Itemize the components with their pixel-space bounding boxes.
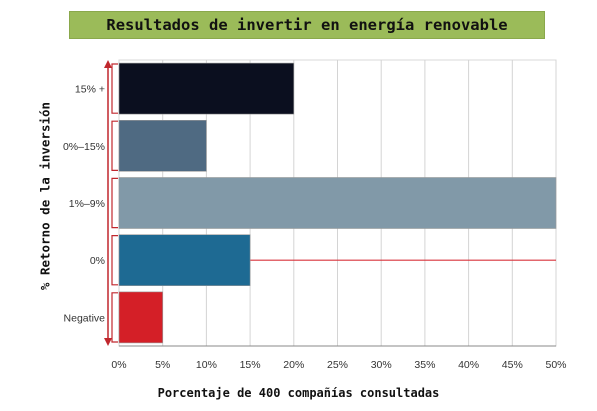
y-tick-label: 0%–15%: [63, 141, 105, 153]
chart-title: Resultados de invertir en energía renova…: [69, 11, 545, 39]
category-bracket: [111, 120, 118, 171]
x-tick-label: 40%: [458, 359, 479, 371]
y-tick-label: Negative: [64, 312, 106, 324]
down-arrow-icon: [104, 338, 112, 346]
y-tick-label: 15% +: [75, 84, 105, 96]
category-bracket: [111, 177, 118, 229]
x-tick-label: 25%: [327, 359, 348, 371]
x-tick-label: 30%: [371, 359, 392, 371]
x-tick-label: 5%: [155, 359, 170, 371]
bar-3: [118, 234, 251, 286]
bar-4: [118, 291, 164, 344]
bar-1: [118, 120, 207, 172]
category-bracket: [111, 292, 118, 343]
x-tick-label: 15%: [240, 359, 261, 371]
category-bracket: [111, 235, 118, 286]
x-tick-label: 20%: [283, 359, 304, 371]
y-tick-label: 0%: [90, 255, 105, 267]
bar-2: [118, 177, 557, 229]
bar-0: [118, 62, 295, 115]
x-tick-label: 10%: [196, 359, 217, 371]
category-bracket: [111, 63, 118, 114]
up-arrow-icon: [104, 60, 112, 68]
x-tick-label: 50%: [545, 359, 566, 371]
x-axis-label: Porcentaje de 400 compañías consultadas: [157, 386, 440, 400]
x-tick-label: 45%: [502, 359, 523, 371]
x-tick-label: 0%: [111, 359, 126, 371]
y-tick-label: 1%–9%: [69, 198, 105, 210]
x-tick-label: 35%: [414, 359, 435, 371]
